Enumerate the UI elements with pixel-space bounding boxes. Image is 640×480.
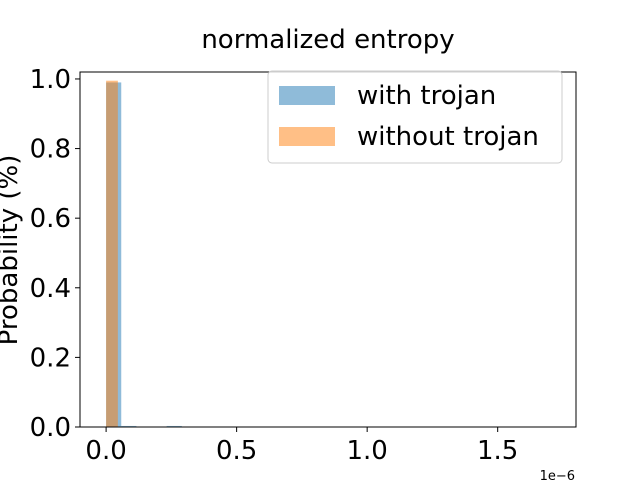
ticks-layer: 0.0 0.5 1.0 1.5 0.0 0.2 0.4 0.6 0.8 1.0	[30, 65, 519, 466]
bars-layer	[106, 80, 182, 427]
x-tick-label: 1.5	[477, 436, 518, 466]
x-tick-label: 0.5	[216, 436, 257, 466]
x-axis-offset-label: 1e−6	[540, 469, 575, 480]
y-tick-label: 0.8	[30, 135, 71, 165]
histogram-bar-series-0-bin-2	[166, 425, 182, 427]
y-tick-label: 0.4	[30, 274, 71, 304]
legend-swatch-1	[279, 127, 335, 146]
y-tick-label: 0.2	[30, 343, 71, 373]
y-axis-label: Probability (%)	[0, 155, 24, 346]
legend-label-1: without trojan	[357, 122, 539, 152]
y-tick-label: 0.6	[30, 204, 71, 234]
y-tick-label: 0.0	[30, 413, 71, 443]
histogram-bar-series-0-bin-1	[121, 425, 137, 427]
x-tick-label: 1.0	[346, 436, 387, 466]
chart-title: normalized entropy	[201, 25, 454, 55]
legend-label-0: with trojan	[357, 81, 496, 111]
legend-swatch-0	[279, 86, 335, 105]
histogram-bar-series-1-bin-0	[106, 80, 118, 427]
legend: with trojan without trojan	[267, 70, 563, 164]
x-tick-label: 0.0	[85, 436, 126, 466]
legend-box	[267, 70, 563, 164]
y-tick-label: 1.0	[30, 65, 71, 95]
